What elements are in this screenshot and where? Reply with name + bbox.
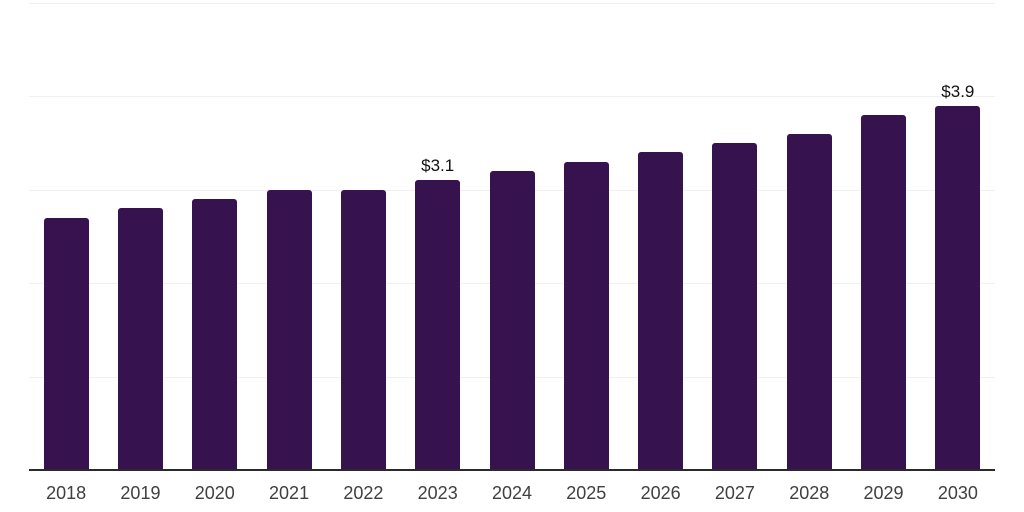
x-tick-label-2030: 2030 — [937, 483, 978, 503]
bar-2025 — [563, 161, 609, 470]
x-tick-label-2024: 2024 — [491, 483, 533, 503]
x-axis-line — [29, 469, 995, 471]
x-tick-label-2026: 2026 — [640, 483, 681, 503]
bar-2024 — [489, 171, 535, 470]
bar-2026 — [638, 152, 684, 470]
bar-2028 — [786, 133, 832, 470]
x-tick-label-2028: 2028 — [789, 483, 830, 503]
bar-2021 — [266, 189, 312, 470]
bar-2023 — [415, 180, 461, 470]
value-label-2030: $3.9 — [941, 81, 975, 101]
x-tick-label-2023: 2023 — [417, 483, 458, 503]
x-tick-label-2020: 2020 — [194, 483, 235, 503]
gridline — [29, 3, 995, 4]
value-label-2023: $3.1 — [421, 156, 455, 176]
bar-2029 — [861, 115, 907, 470]
bar-2018 — [43, 217, 89, 470]
x-tick-label-2029: 2029 — [863, 483, 904, 503]
bar-2020 — [192, 199, 238, 470]
bar-2027 — [712, 143, 758, 470]
x-tick-label-2018: 2018 — [46, 483, 87, 503]
x-tick-label-2019: 2019 — [120, 483, 161, 503]
x-tick-label-2021: 2021 — [269, 483, 310, 503]
bar-2019 — [117, 208, 163, 470]
x-tick-label-2027: 2027 — [714, 483, 755, 503]
gridline — [29, 96, 995, 98]
bar-2030 — [935, 105, 981, 470]
bar-2022 — [340, 189, 386, 470]
x-tick-label-2025: 2025 — [566, 483, 607, 503]
x-tick-label-2022: 2022 — [343, 483, 384, 503]
